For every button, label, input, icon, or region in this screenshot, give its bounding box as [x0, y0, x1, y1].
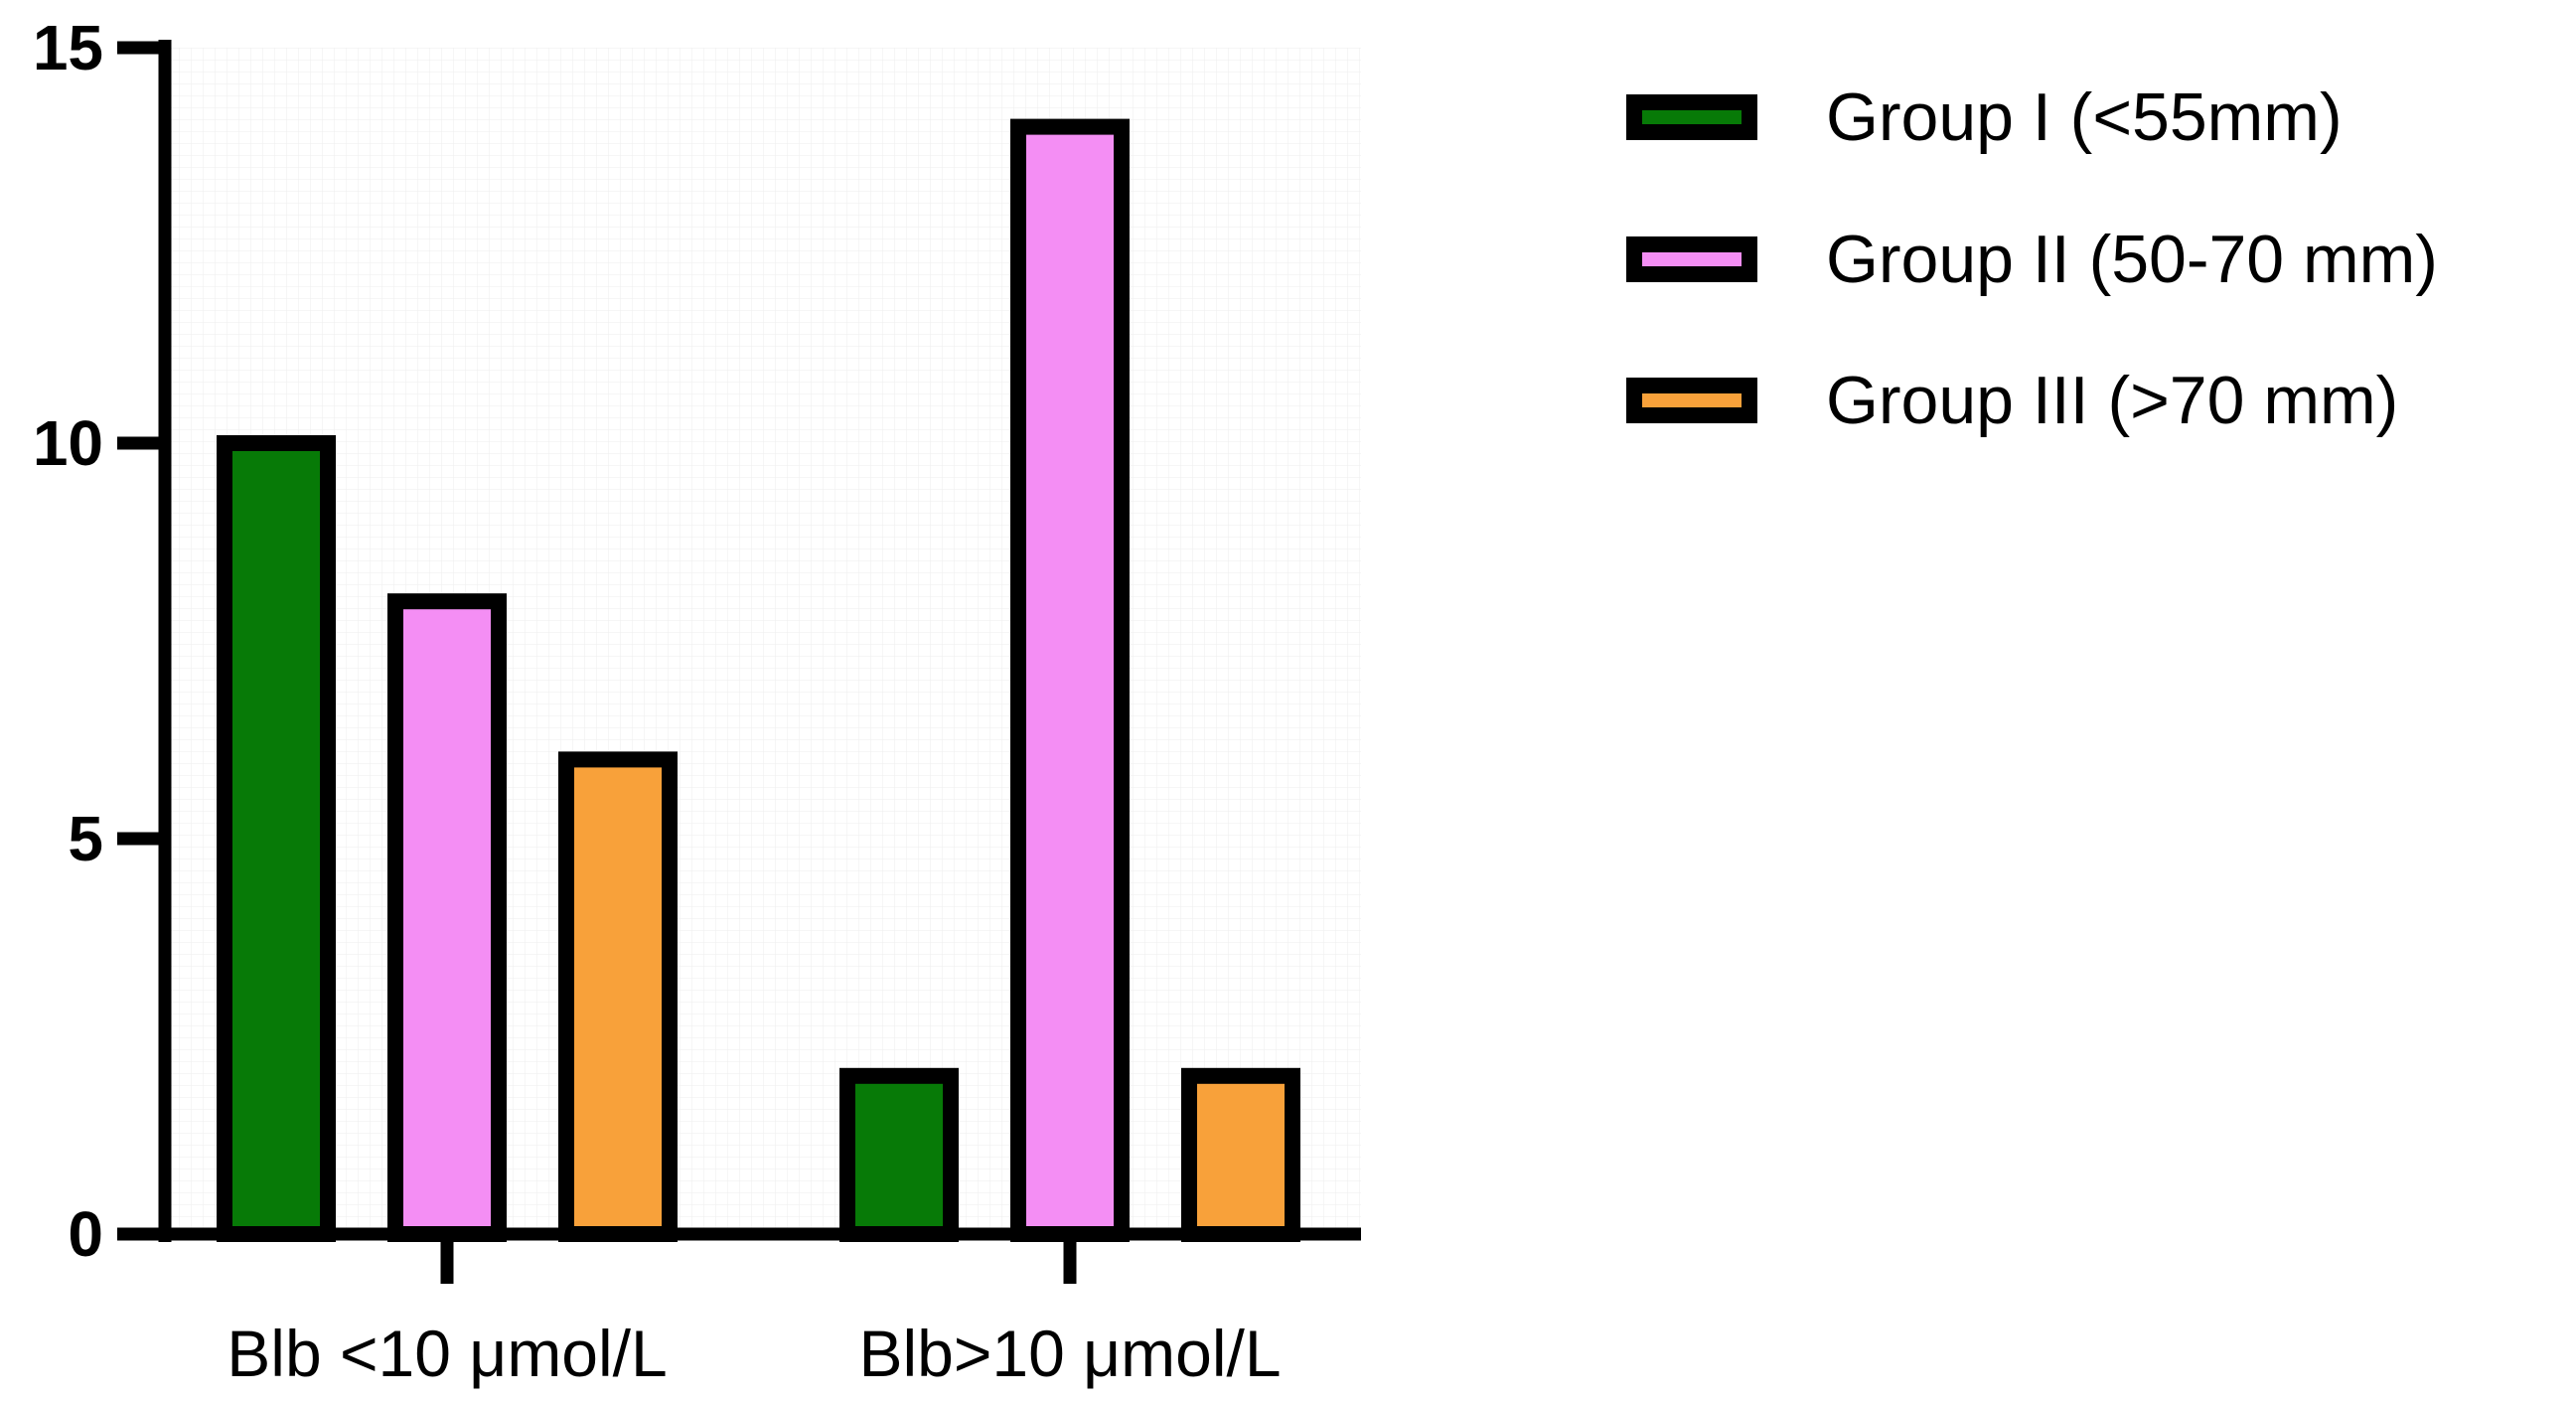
- x-tick-label-blb-10-mol-l: Blb <10 μmol/L: [227, 1317, 667, 1390]
- bar-blb-10-mol-l-group-ii-50-70-mm: [387, 593, 507, 1242]
- plot-area: [165, 48, 1361, 1234]
- legend-label-group-i-55mm: Group I (<55mm): [1826, 79, 2343, 155]
- legend-label-group-iii-70-mm: Group III (>70 mm): [1826, 363, 2398, 438]
- y-tick-label-10: 10: [33, 407, 103, 479]
- axes-layer: 0 5 10 15 Blb <10 μmol/L Blb>10 μmol/L: [33, 12, 1361, 1390]
- bar-blb-10-mol-l-group-i-55mm: [217, 435, 336, 1242]
- legend-swatch-group-iii-70-mm: [1626, 378, 1757, 423]
- y-tick-label-5: 5: [68, 803, 103, 874]
- y-tick-label-0: 0: [68, 1198, 103, 1270]
- x-tick-label-blb-10-mol-l: Blb>10 μmol/L: [858, 1317, 1281, 1390]
- bar-blb-10-mol-l-group-ii-50-70-mm: [1010, 118, 1130, 1243]
- bar-blb-10-mol-l-group-iii-70-mm: [558, 751, 678, 1243]
- legend-swatch-group-ii-50-70-mm: [1626, 236, 1757, 282]
- legend: Group I (<55mm) Group II (50-70 mm) Group …: [1626, 79, 2438, 438]
- legend-label-group-ii-50-70-mm: Group II (50-70 mm): [1826, 222, 2438, 297]
- bar-blb-10-mol-l-group-i-55mm: [839, 1067, 959, 1243]
- legend-swatch-group-i-55mm: [1626, 94, 1757, 140]
- y-tick-label-15: 15: [33, 12, 103, 83]
- bars-layer: [217, 118, 1300, 1243]
- bar-blb-10-mol-l-group-iii-70-mm: [1181, 1067, 1300, 1243]
